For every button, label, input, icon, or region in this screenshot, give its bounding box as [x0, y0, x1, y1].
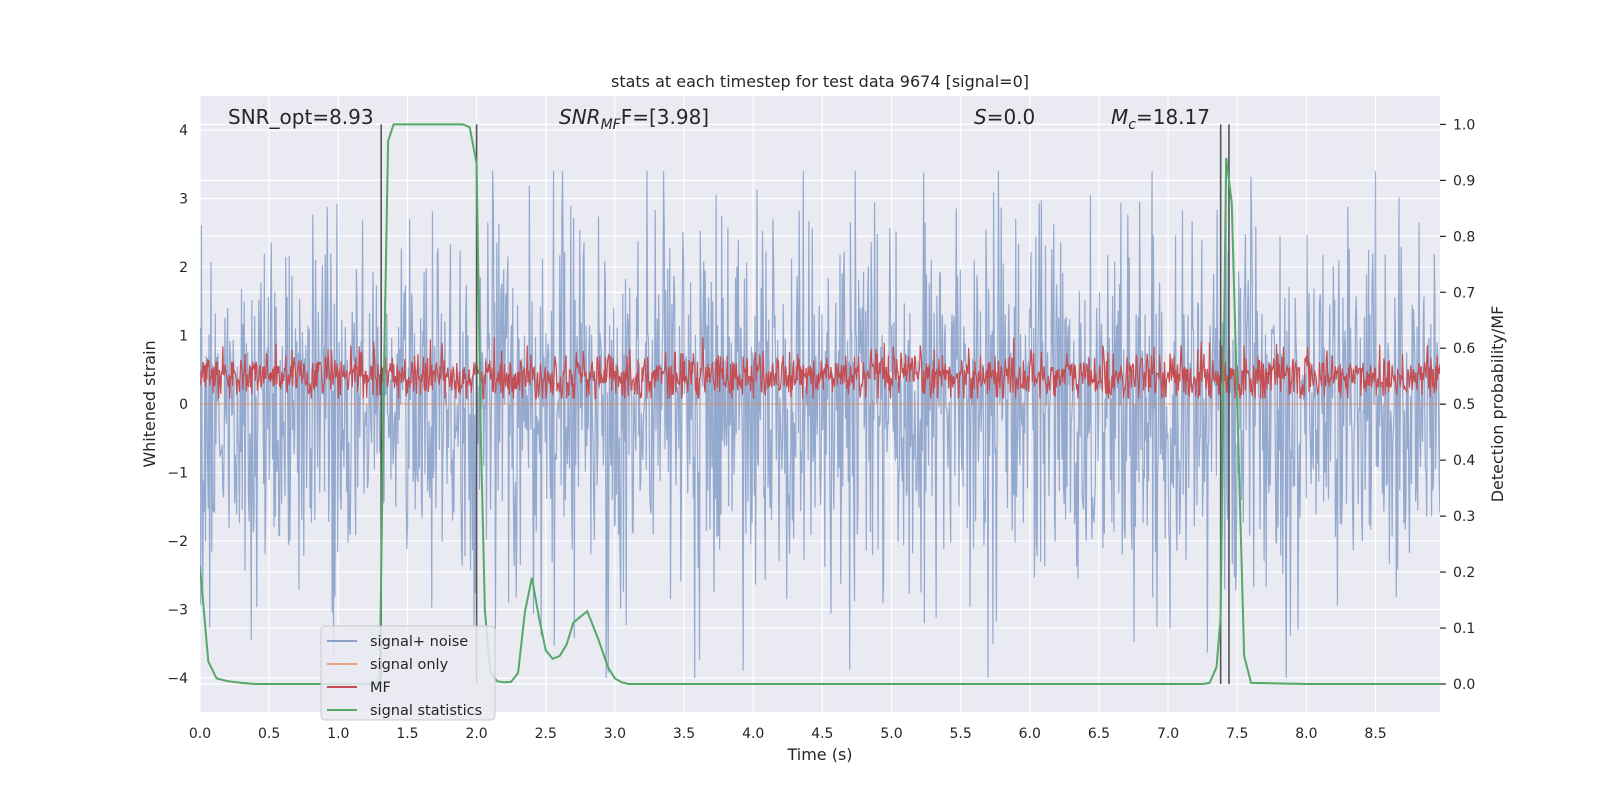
x-tick-label: 7.0: [1157, 726, 1179, 742]
chart-title: stats at each timestep for test data 967…: [611, 72, 1029, 91]
legend-label: signal+ noise: [370, 634, 468, 650]
legend-label: signal only: [370, 657, 449, 673]
annotation-snr-opt: SNR_opt=8.93: [228, 105, 374, 129]
x-tick-label: 7.5: [1226, 726, 1248, 742]
legend-label: signal statistics: [370, 703, 482, 719]
legend: signal+ noise signal only MF signal statist…: [320, 625, 496, 721]
right-y-tick-label: 0.0: [1453, 677, 1475, 693]
right-y-tick-label: 0.2: [1453, 565, 1475, 581]
x-tick-label: 0.5: [258, 726, 280, 742]
x-tick-label: 4.5: [811, 726, 833, 742]
annotation-snr-mf: SNRMFF=[3.98]: [559, 105, 709, 133]
y-axis-label: Whitened strain: [140, 340, 159, 467]
y-tick-label: 3: [179, 192, 188, 208]
x-tick-label: 1.0: [327, 726, 349, 742]
x-tick-label: 8.0: [1295, 726, 1317, 742]
right-y-tick-label: 0.1: [1453, 621, 1475, 637]
mf-line: [200, 337, 1440, 400]
x-tick-label: 3.5: [673, 726, 695, 742]
x-tick-label: 0.0: [189, 726, 211, 742]
y-tick-label: −4: [167, 671, 188, 687]
x-tick-label: 6.5: [1088, 726, 1110, 742]
annotation-s-stat: S=0.0: [974, 105, 1035, 129]
right-y-tick-label: 0.9: [1453, 173, 1475, 189]
x-tick-label: 6.0: [1019, 726, 1041, 742]
mf-series: [200, 337, 1440, 400]
right-y-axis-ticks: 1.0 0.9 0.8 0.7 0.6 0.5 0.4 0.3 0.2 0.1 0.0: [1440, 117, 1475, 693]
x-tick-label: 5.0: [880, 726, 902, 742]
y-tick-label: 2: [179, 260, 188, 276]
right-y-tick-label: 0.3: [1453, 509, 1475, 525]
y-tick-label: 1: [179, 329, 188, 345]
y-tick-label: 4: [179, 123, 188, 139]
y-axis-ticks: 4 3 2 1 0 −1 −2 −3 −4: [167, 123, 188, 687]
y-tick-label: 0: [179, 397, 188, 413]
annotation-mc: Mc=18.17: [1111, 105, 1210, 133]
right-y-tick-label: 0.4: [1453, 453, 1475, 469]
y-tick-label: −3: [167, 603, 188, 619]
right-y-tick-label: 0.7: [1453, 285, 1475, 301]
x-tick-label: 3.0: [604, 726, 626, 742]
right-y-tick-label: 0.5: [1453, 397, 1475, 413]
right-y-tick-label: 0.8: [1453, 229, 1475, 245]
right-y-axis-label: Detection probability/MF: [1488, 306, 1507, 503]
right-y-tick-label: 1.0: [1453, 117, 1475, 133]
x-tick-label: 8.5: [1364, 726, 1386, 742]
x-axis-label: Time (s): [786, 745, 852, 764]
x-tick-label: 2.0: [465, 726, 487, 742]
y-tick-label: −1: [167, 466, 188, 482]
x-axis-ticks: 0.0 0.5 1.0 1.5 2.0 2.5 3.0 3.5 4.0 4.5 5.0 5.5 6.0 6…: [189, 726, 1387, 742]
x-tick-label: 4.0: [742, 726, 764, 742]
x-tick-label: 1.5: [396, 726, 418, 742]
legend-label: MF: [370, 680, 391, 696]
x-tick-label: 2.5: [535, 726, 557, 742]
annotations: SNR_opt=8.93 SNRMFF=[3.98] S=0.0 Mc=18.17: [228, 105, 1210, 133]
right-y-tick-label: 0.6: [1453, 341, 1475, 357]
x-tick-label: 5.5: [950, 726, 972, 742]
legend-box: [320, 625, 496, 721]
y-tick-label: −2: [167, 534, 188, 550]
